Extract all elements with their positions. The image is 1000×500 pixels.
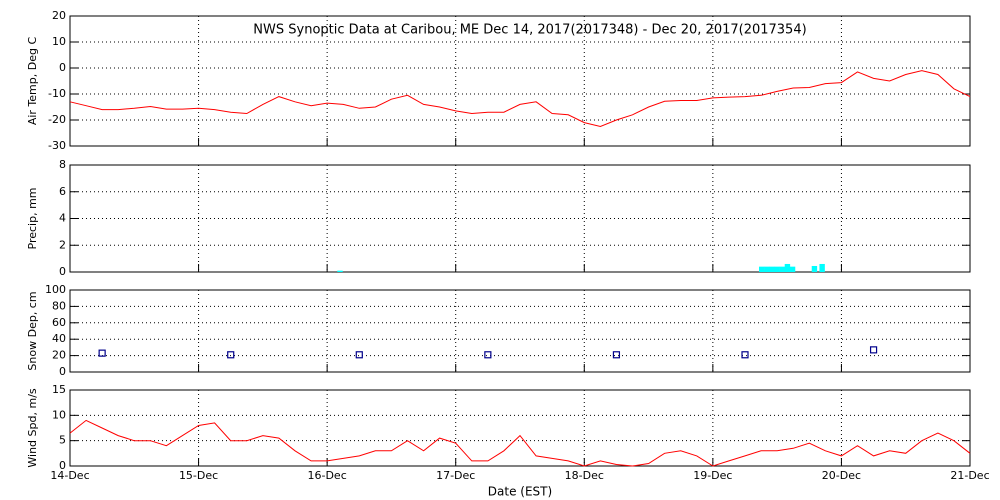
x-tick-label: 20-Dec — [822, 469, 861, 482]
y-tick-label: 0 — [59, 365, 66, 378]
y-tick-label: 6 — [59, 185, 66, 198]
y-tick-label: 10 — [52, 35, 66, 48]
marker — [741, 351, 749, 359]
plot-frame — [69, 15, 971, 147]
x-tick-label: 15-Dec — [179, 469, 218, 482]
x-tick-label: 19-Dec — [693, 469, 732, 482]
marker — [484, 351, 492, 359]
x-tick-label: 21-Dec — [950, 469, 989, 482]
y-tick-label: 60 — [52, 316, 66, 329]
marker — [98, 349, 106, 357]
plot-frame — [69, 389, 971, 467]
marker — [227, 351, 235, 359]
y-axis-label: Wind Spd, m/s — [26, 388, 39, 468]
y-axis-label: Air Temp, Deg C — [26, 37, 39, 126]
y-axis-label: Snow Dep, cm — [26, 291, 39, 370]
x-tick-label: 14-Dec — [50, 469, 89, 482]
bar — [337, 270, 343, 272]
y-tick-label: 20 — [52, 349, 66, 362]
x-tick-label: 17-Dec — [436, 469, 475, 482]
chart-title: NWS Synoptic Data at Caribou, ME Dec 14,… — [253, 23, 806, 38]
y-tick-label: -10 — [48, 87, 66, 100]
y-axis-label: Precip, mm — [26, 188, 39, 250]
y-tick-label: 20 — [52, 9, 66, 22]
y-tick-label: 2 — [59, 238, 66, 251]
bar — [784, 263, 791, 272]
marker — [355, 351, 363, 359]
y-tick-label: -30 — [48, 139, 66, 152]
y-tick-label: 15 — [52, 383, 66, 396]
data-line — [69, 419, 971, 467]
bar — [769, 266, 775, 272]
marker — [612, 351, 621, 359]
y-tick-label: 40 — [52, 332, 66, 345]
x-axis-label: Date (EST) — [488, 485, 552, 499]
data-line — [69, 70, 971, 128]
y-tick-label: 0 — [59, 459, 66, 472]
x-tick-label: 18-Dec — [565, 469, 604, 482]
x-tick-label: 16-Dec — [308, 469, 347, 482]
bar — [819, 263, 825, 272]
plot-frame — [69, 289, 971, 373]
y-tick-label: 0 — [59, 61, 66, 74]
bar — [774, 266, 780, 272]
bar — [811, 265, 818, 272]
marker — [869, 346, 878, 354]
bar — [764, 266, 770, 272]
bar — [759, 266, 765, 272]
y-tick-label: 10 — [52, 408, 66, 421]
y-tick-label: 100 — [45, 283, 66, 296]
y-tick-label: 8 — [59, 158, 66, 171]
bar — [789, 266, 796, 272]
plot-frame — [69, 164, 971, 273]
bar — [779, 266, 785, 272]
y-tick-label: 4 — [59, 212, 66, 225]
y-tick-label: 80 — [52, 299, 66, 312]
y-tick-label: 0 — [59, 265, 66, 278]
y-tick-label: 5 — [59, 434, 66, 447]
y-tick-label: -20 — [48, 113, 66, 126]
